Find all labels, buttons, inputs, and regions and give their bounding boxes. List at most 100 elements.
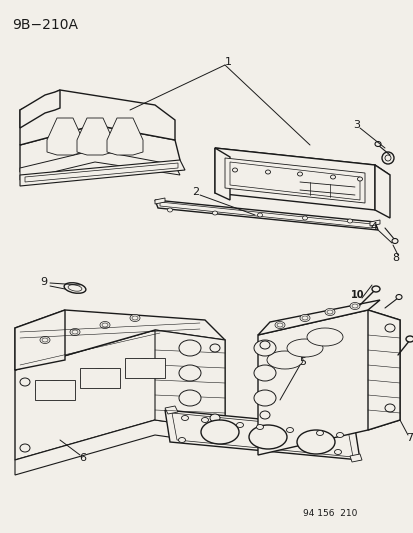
Ellipse shape	[132, 316, 138, 320]
Text: 5: 5	[299, 357, 306, 367]
Ellipse shape	[126, 359, 164, 377]
Ellipse shape	[384, 404, 394, 412]
Polygon shape	[257, 310, 399, 455]
Text: 94 156  210: 94 156 210	[302, 509, 356, 518]
Ellipse shape	[349, 303, 359, 310]
Ellipse shape	[36, 381, 74, 399]
Ellipse shape	[42, 338, 48, 342]
Polygon shape	[77, 118, 113, 155]
Ellipse shape	[384, 155, 390, 161]
Polygon shape	[20, 125, 180, 172]
Polygon shape	[230, 162, 359, 200]
Polygon shape	[154, 198, 165, 204]
Polygon shape	[159, 202, 371, 228]
Ellipse shape	[306, 328, 342, 346]
Ellipse shape	[68, 285, 82, 291]
Ellipse shape	[256, 424, 263, 430]
Ellipse shape	[286, 339, 322, 357]
Polygon shape	[20, 90, 175, 145]
Polygon shape	[25, 163, 178, 182]
Ellipse shape	[257, 213, 262, 217]
Ellipse shape	[20, 378, 30, 386]
Text: 2: 2	[192, 187, 199, 197]
Ellipse shape	[81, 369, 119, 387]
Ellipse shape	[296, 430, 334, 454]
Ellipse shape	[334, 449, 341, 455]
Polygon shape	[15, 420, 224, 475]
Ellipse shape	[232, 168, 237, 172]
Polygon shape	[15, 310, 224, 370]
Ellipse shape	[384, 324, 394, 332]
Ellipse shape	[259, 411, 269, 419]
Ellipse shape	[299, 314, 309, 321]
Ellipse shape	[209, 414, 219, 422]
Polygon shape	[80, 368, 120, 388]
Ellipse shape	[374, 141, 380, 147]
Text: 9B−210A: 9B−210A	[12, 18, 78, 32]
Ellipse shape	[274, 321, 284, 328]
Polygon shape	[349, 454, 361, 462]
Polygon shape	[257, 300, 379, 335]
Text: 8: 8	[392, 253, 399, 263]
Ellipse shape	[286, 427, 293, 432]
Ellipse shape	[102, 323, 108, 327]
Ellipse shape	[330, 175, 335, 179]
Polygon shape	[154, 200, 377, 230]
Ellipse shape	[316, 431, 323, 435]
Text: 7: 7	[406, 433, 413, 443]
Ellipse shape	[178, 340, 201, 356]
Ellipse shape	[357, 177, 362, 181]
Polygon shape	[20, 150, 180, 180]
Ellipse shape	[405, 336, 413, 342]
Text: 10: 10	[350, 290, 364, 300]
Ellipse shape	[248, 425, 286, 449]
Ellipse shape	[351, 304, 357, 308]
Ellipse shape	[178, 438, 185, 442]
Ellipse shape	[336, 432, 343, 438]
Text: 3: 3	[353, 120, 360, 130]
Polygon shape	[374, 165, 389, 218]
Ellipse shape	[326, 310, 332, 314]
Ellipse shape	[265, 170, 270, 174]
Ellipse shape	[70, 328, 80, 335]
Polygon shape	[35, 380, 75, 400]
Ellipse shape	[201, 420, 238, 444]
Ellipse shape	[371, 286, 379, 292]
Ellipse shape	[236, 423, 243, 427]
Ellipse shape	[395, 295, 401, 300]
Polygon shape	[171, 413, 352, 457]
Ellipse shape	[302, 216, 307, 220]
Ellipse shape	[178, 365, 201, 381]
Ellipse shape	[347, 219, 351, 223]
Ellipse shape	[259, 341, 269, 349]
Ellipse shape	[391, 238, 397, 244]
Ellipse shape	[301, 316, 307, 320]
Polygon shape	[15, 330, 224, 460]
Ellipse shape	[64, 282, 85, 293]
Ellipse shape	[254, 365, 275, 381]
Ellipse shape	[181, 416, 188, 421]
Ellipse shape	[324, 309, 334, 316]
Polygon shape	[154, 330, 224, 430]
Text: 4: 4	[370, 222, 377, 232]
Ellipse shape	[72, 330, 78, 334]
Polygon shape	[214, 148, 389, 175]
Ellipse shape	[167, 208, 172, 212]
Polygon shape	[214, 148, 230, 200]
Polygon shape	[20, 90, 60, 128]
Polygon shape	[107, 118, 142, 155]
Polygon shape	[165, 410, 359, 460]
Text: 9: 9	[40, 277, 47, 287]
Ellipse shape	[276, 323, 282, 327]
Ellipse shape	[212, 211, 217, 215]
Ellipse shape	[297, 172, 302, 176]
Ellipse shape	[209, 344, 219, 352]
Text: 6: 6	[79, 453, 86, 463]
Ellipse shape	[254, 390, 275, 406]
Ellipse shape	[130, 314, 140, 321]
Polygon shape	[214, 148, 374, 210]
Ellipse shape	[20, 444, 30, 452]
Polygon shape	[224, 158, 364, 203]
Ellipse shape	[40, 336, 50, 343]
Ellipse shape	[178, 390, 201, 406]
